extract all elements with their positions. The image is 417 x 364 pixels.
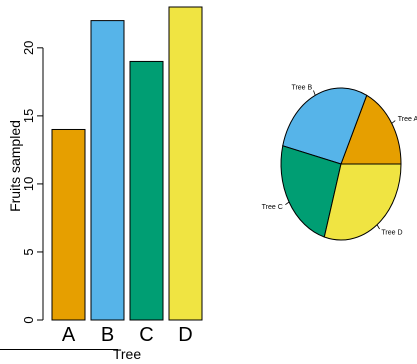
- x-axis-title: Tree: [113, 346, 141, 362]
- y-tick-label: 15: [21, 109, 36, 123]
- pie-leader-line: [313, 90, 316, 96]
- pie-slice-tree-a: [340, 94, 402, 165]
- y-axis-title: Fruits sampled: [7, 120, 23, 212]
- x-tick-label-b: B: [101, 324, 114, 346]
- x-tick-label-d: D: [178, 324, 192, 346]
- bar-c: [129, 60, 164, 321]
- bar-a: [51, 128, 86, 321]
- bar-group: [51, 6, 203, 321]
- pie-slice-tree-b: [282, 87, 368, 165]
- pie-leader-line: [391, 120, 396, 124]
- pie-slice-tree-c: [280, 145, 342, 238]
- y-tick-label: 10: [21, 177, 36, 191]
- y-tick-label: 20: [21, 41, 36, 55]
- pie-label-tree-d: Tree D: [381, 230, 402, 237]
- pie-label-tree-c: Tree C: [262, 204, 283, 211]
- bar-chart: 0 5 10 15 20 A B C D Fruits sampled Tree: [0, 6, 203, 362]
- y-tick-label: 5: [21, 248, 36, 255]
- x-tick-label-a: A: [62, 324, 76, 346]
- x-tick-label-c: C: [139, 324, 153, 346]
- bar-b: [90, 20, 125, 321]
- pie-label-tree-a: Tree A: [398, 116, 417, 123]
- pie-chart: Tree A Tree B Tree C Tree D: [262, 85, 417, 241]
- x-axis: A B C D: [0, 324, 193, 350]
- y-axis: 0 5 10 15 20: [21, 41, 44, 324]
- pie-slice-tree-d: [323, 163, 402, 241]
- pie-leader-line: [285, 201, 290, 205]
- pie-label-tree-b: Tree B: [291, 85, 312, 92]
- pie-leader-line: [376, 224, 380, 230]
- y-tick-label: 0: [21, 316, 36, 323]
- bar-d: [168, 6, 203, 321]
